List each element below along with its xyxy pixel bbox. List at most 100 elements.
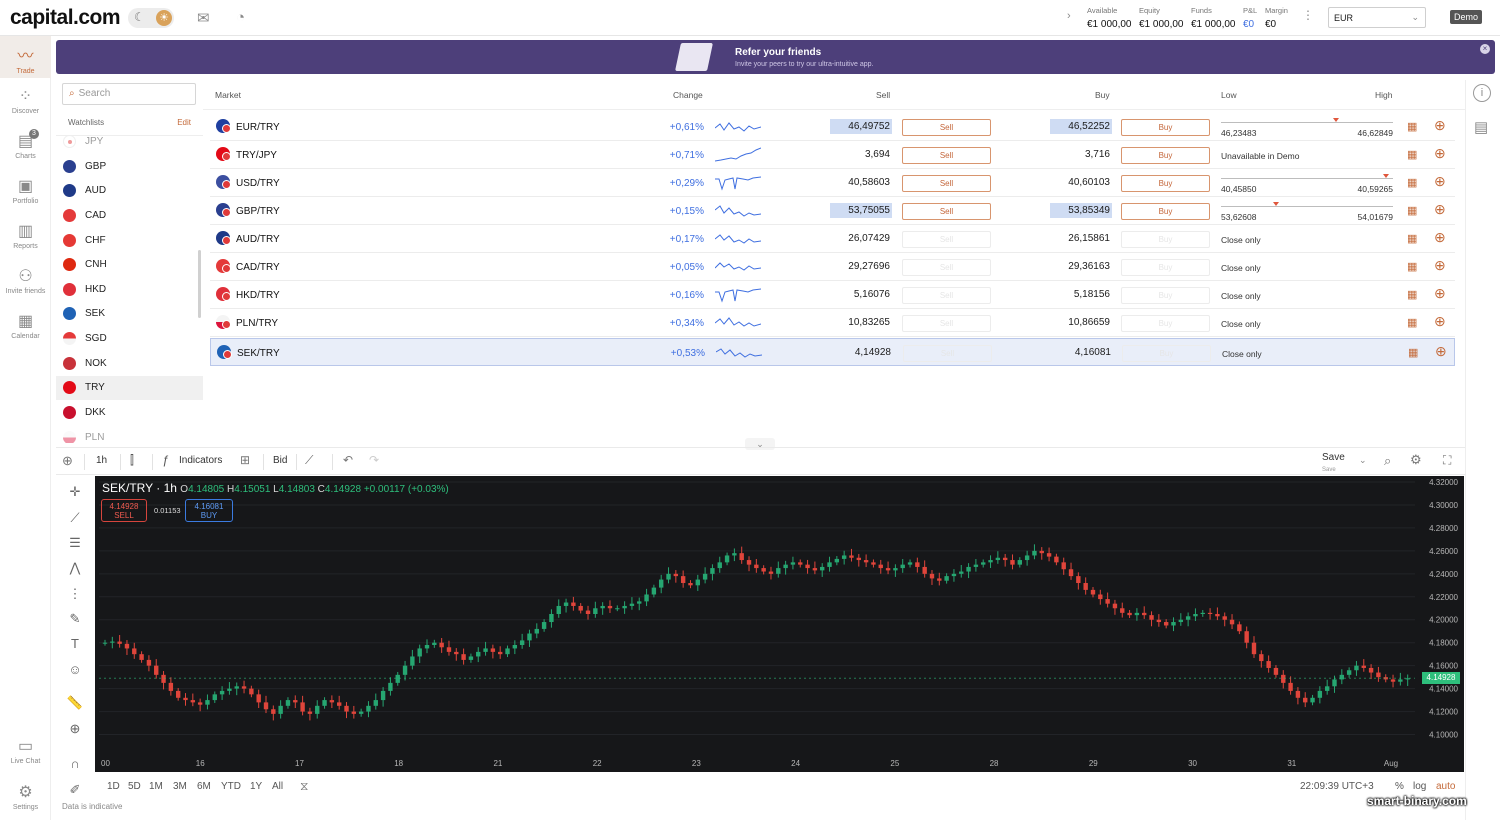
buy-button[interactable]: Buy [1121,119,1210,136]
market-row[interactable]: HKD/TRY +0,16% 5,16076 Sell 5,18156 Buy … [210,281,1455,309]
watchlist-item[interactable]: JPY [56,136,203,154]
sidebar-item-calendar[interactable]: ▦ Calendar [0,311,51,340]
watchlist-item[interactable]: HKD [56,278,203,302]
range-5d[interactable]: 5D [128,781,141,792]
watchlist-item[interactable]: CNH [56,253,203,277]
range-1y[interactable]: 1Y [250,781,263,792]
date-range-icon[interactable]: ⧖ [300,779,309,793]
market-row[interactable]: USD/TRY +0,29% 40,58603 Sell 40,60103 Bu… [210,169,1455,197]
theme-toggle[interactable]: ☾ ☀ [128,8,174,28]
text-icon[interactable]: T [71,636,79,651]
range-all[interactable]: All [272,781,284,792]
add-to-watchlist-icon[interactable]: ⊕ [1434,145,1446,161]
search-input[interactable]: ⌕ Search [62,83,196,105]
range-6m[interactable]: 6M [197,781,211,792]
trend-line-icon[interactable]: ⟋ [70,510,80,525]
chart-clock[interactable]: 22:09:39 UTC+3 [1300,781,1374,792]
quick-search-icon[interactable]: ⌕ [1384,453,1392,468]
buy-button[interactable]: Buy [1121,147,1210,164]
ruler-icon[interactable]: 📏 [66,695,84,710]
price-type-select[interactable]: Bid [273,455,288,466]
watchlist-item[interactable]: CHF [56,229,203,253]
watchlist-scrollbar[interactable] [198,250,201,318]
sidebar-item-invite[interactable]: ⚇ Invite friends [0,266,51,295]
chart-icon[interactable]: ▦ [1407,205,1418,217]
interval-select[interactable]: 1h [96,455,108,466]
info-icon[interactable]: i [1473,84,1491,102]
watchlist-item[interactable]: SEK [56,302,203,326]
range-3m[interactable]: 3M [173,781,187,792]
market-row-selected[interactable]: SEK/TRY +0,53% 4,14928 Sell 4,16081 Buy … [210,338,1455,366]
sidebar-item-portfolio[interactable]: ▣ Portfolio [0,176,51,205]
watchlist-edit-button[interactable]: Edit [177,118,191,127]
candles-icon[interactable]: ⫿ [130,453,134,467]
lock-drawing-icon[interactable]: ✐ [69,782,81,797]
add-to-watchlist-icon[interactable]: ⊕ [1434,285,1446,301]
market-row[interactable]: GBP/TRY +0,15% 53,75055 Sell 53,85349 Bu… [210,197,1455,225]
indicators-button[interactable]: Indicators [179,455,223,466]
add-to-watchlist-icon[interactable]: ⊕ [1434,229,1446,245]
chart-icon[interactable]: ▦ [1407,289,1418,301]
chart-icon[interactable]: ▦ [1407,121,1418,133]
sell-button[interactable]: Sell [902,119,991,136]
add-to-watchlist-icon[interactable]: ⊕ [1435,343,1447,359]
brand-logo[interactable]: capital.com [10,6,121,29]
add-to-watchlist-icon[interactable]: ⊕ [1434,257,1446,273]
mail-icon[interactable]: ✉ [197,10,210,27]
sidebar-item-settings[interactable]: ⚙ Settings [0,782,51,811]
sell-button[interactable]: Sell [902,175,991,192]
percent-scale-toggle[interactable]: % [1395,781,1404,792]
pattern-icon[interactable]: ⋀ [69,560,81,575]
chart-icon[interactable]: ▦ [1407,149,1418,161]
watchlist-item[interactable]: NOK [56,352,203,376]
sidebar-item-live-chat[interactable]: ▭ Live Chat [0,736,51,765]
chart-icon[interactable]: ▦ [1407,233,1418,245]
sidebar-item-discover[interactable]: ⁘ Discover [0,86,51,115]
watchlist-item-selected[interactable]: TRY [56,376,203,400]
horizontal-lines-icon[interactable]: ☰ [69,535,81,550]
chart-icon[interactable]: ▦ [1407,317,1418,329]
sell-button[interactable]: Sell [902,147,991,164]
more-vertical-icon[interactable]: ⋮ [1302,8,1314,22]
undo-icon[interactable]: ↶ [343,453,354,467]
pie-chart-icon[interactable]: ◔ [236,9,246,26]
sidebar-item-charts[interactable]: ▤ Charts 3 [0,129,51,160]
sidebar-item-reports[interactable]: ▥ Reports [0,221,51,250]
add-chart-icon[interactable]: ⊕ [62,453,73,468]
chevron-down-icon[interactable]: ⌄ [1359,455,1367,465]
zoom-icon[interactable]: ⊕ [69,721,81,736]
watchlist-item[interactable]: GBP [56,155,203,179]
chart-icon[interactable]: ▦ [1407,177,1418,189]
chart-icon[interactable]: ▦ [1408,347,1419,359]
add-to-watchlist-icon[interactable]: ⊕ [1434,313,1446,329]
save-button[interactable]: Save Save [1322,452,1345,473]
fib-icon[interactable]: ⋮ [68,586,82,601]
market-row[interactable]: PLN/TRY +0,34% 10,83265 Sell 10,86659 Bu… [210,309,1455,337]
add-to-watchlist-icon[interactable]: ⊕ [1434,201,1446,217]
emoji-icon[interactable]: ☺ [68,662,82,677]
market-row[interactable]: EUR/TRY +0,61% 46,49752 Sell 46,52252 Bu… [210,113,1455,141]
range-1d[interactable]: 1D [107,781,120,792]
buy-button[interactable]: Buy [1121,175,1210,192]
log-scale-toggle[interactable]: log [1413,781,1427,792]
chart-settings-icon[interactable]: ⚙ [1410,452,1422,467]
referral-banner[interactable]: Refer your friends Invite your peers to … [56,40,1495,74]
currency-select[interactable]: EUR ⌄ [1328,7,1426,28]
layout-grid-icon[interactable]: ⊞ [240,453,251,467]
range-ytd[interactable]: YTD [221,781,241,792]
add-to-watchlist-icon[interactable]: ⊕ [1434,117,1446,133]
fullscreen-icon[interactable]: ⛶ [1443,453,1452,467]
brush-icon[interactable]: ✎ [69,611,81,626]
chart-icon[interactable]: ▦ [1407,261,1418,273]
magnet-icon[interactable]: ∩ [70,756,80,771]
watchlist-item[interactable]: AUD [56,179,203,203]
redo-icon[interactable]: ↷ [369,453,380,467]
compare-icon[interactable]: ⟋ [305,453,314,467]
crosshair-icon[interactable]: ✛ [69,484,81,499]
watchlist-item[interactable]: PLN [56,426,203,443]
chart-sell-button[interactable]: 4.14928 SELL [101,499,147,522]
chevron-right-icon[interactable]: › [1067,10,1071,22]
sell-button[interactable]: Sell [902,203,991,220]
watchlist-item[interactable]: CAD [56,204,203,228]
market-row[interactable]: TRY/JPY +0,71% 3,694 Sell 3,716 Buy Unav… [210,141,1455,169]
